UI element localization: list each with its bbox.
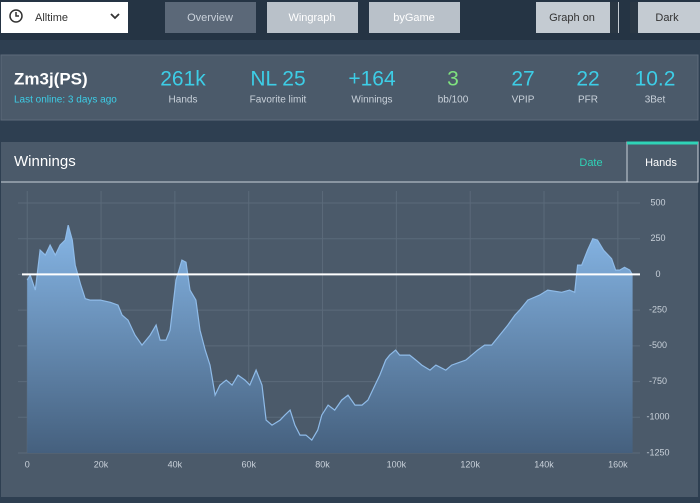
tab-date[interactable]: Date: [579, 157, 602, 169]
y-tick-label: 0: [655, 269, 660, 279]
y-tick-label: 500: [650, 197, 665, 207]
stat-label: 3Bet: [645, 95, 666, 106]
stat-value: NL 25: [250, 68, 305, 91]
tab-label: Wingraph: [288, 12, 335, 24]
x-tick-label: 80k: [315, 459, 330, 469]
clock-icon: [9, 9, 23, 23]
stat-value: 27: [511, 68, 534, 91]
stat-label: Favorite limit: [250, 95, 307, 106]
toggle-knob: [610, 2, 618, 33]
tab-hands[interactable]: Hands: [645, 157, 677, 169]
area-fill: [27, 225, 633, 453]
y-tick-label: -750: [649, 376, 667, 386]
x-tick-label: 100k: [387, 459, 407, 469]
stat-label: bb/100: [438, 95, 469, 106]
stat-label: VPIP: [512, 95, 535, 106]
tab-wingraph[interactable]: [267, 2, 358, 33]
stat-value: 3: [447, 68, 459, 91]
toggle-knob: [630, 2, 638, 33]
y-tick-label: -1000: [646, 412, 669, 422]
player-name: Zm3j(PS): [14, 69, 88, 88]
toggle-label: Graph on: [549, 12, 595, 24]
y-tick-label: 250: [650, 233, 665, 243]
x-tick-label: 140k: [534, 459, 554, 469]
y-tick-label: -250: [649, 305, 667, 315]
tab-overview[interactable]: [165, 2, 256, 33]
stat-label: Winnings: [351, 95, 392, 106]
stat-value: 10.2: [635, 68, 676, 91]
x-tick-label: 60k: [241, 459, 256, 469]
stat-value: 261k: [160, 68, 206, 91]
stats-panel: [0, 54, 699, 121]
stats: 261k Hands NL 25 Favorite limit +164 Winnings…: [160, 68, 675, 106]
stat-label: PFR: [578, 95, 598, 106]
tab-bygame[interactable]: [369, 2, 460, 33]
x-tick-label: 160k: [608, 459, 628, 469]
x-tick-label: 0: [25, 459, 30, 469]
toggle-label: Dark: [655, 12, 679, 24]
clock-hand: [15, 12, 19, 17]
chart-title: Winnings: [14, 153, 76, 170]
tab-hands-box[interactable]: [626, 141, 699, 183]
toggle-dark[interactable]: [630, 2, 700, 33]
dropdown-arrow: [110, 13, 120, 20]
stat-value: +164: [348, 68, 396, 91]
y-tick-label: -500: [649, 340, 667, 350]
stat-value: 22: [576, 68, 599, 91]
x-tick-label: 120k: [460, 459, 480, 469]
tab-label: Overview: [187, 12, 233, 24]
toggle-graph[interactable]: [536, 2, 619, 33]
y-tick-label: -1250: [646, 447, 669, 457]
period-label: Alltime: [35, 12, 68, 24]
plot: 0 20k 40k 60k 80k 100k 120k 140k 160k 500 250 0 -250…: [18, 191, 670, 469]
tab-label: byGame: [393, 12, 435, 24]
x-tick-label: 20k: [94, 459, 109, 469]
stat-label: Hands: [169, 95, 198, 106]
x-tick-label: 40k: [168, 459, 183, 469]
player-status: Last online: 3 days ago: [14, 95, 117, 106]
area-line: [26, 224, 634, 442]
